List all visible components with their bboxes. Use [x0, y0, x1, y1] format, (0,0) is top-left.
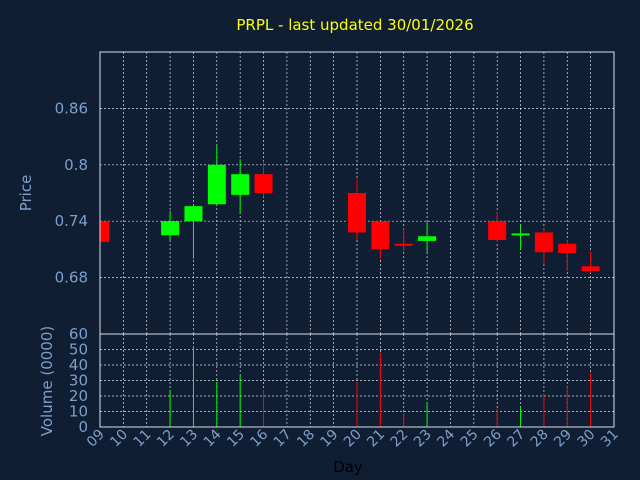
volume-y-tick-label: 10: [69, 403, 88, 421]
x-tick-label: 23: [411, 427, 435, 451]
x-tick-label: 16: [247, 426, 271, 450]
candle-body: [207, 164, 226, 205]
x-tick-label: 31: [598, 427, 622, 451]
candle-body: [371, 221, 390, 250]
x-tick-label: 27: [504, 427, 528, 451]
x-tick-label: 30: [575, 427, 599, 451]
x-axis-label: Day: [333, 458, 363, 476]
x-tick-label: 24: [434, 426, 458, 450]
candles: [99, 146, 600, 273]
x-tick-label: 22: [388, 427, 412, 451]
candle-body: [161, 221, 180, 236]
volume-bars: [169, 346, 592, 427]
candle-body: [348, 193, 366, 233]
candle-body: [254, 174, 273, 193]
x-tick-label: 13: [177, 427, 201, 451]
x-tick-label: 10: [107, 427, 131, 451]
x-tick-label: 14: [201, 426, 225, 450]
volume-y-tick-label: 0: [78, 418, 88, 436]
candle-body: [558, 243, 577, 254]
x-tick-label: 17: [271, 427, 295, 451]
price-y-tick-label: 0.74: [55, 212, 88, 230]
volume-y-tick-label: 40: [69, 356, 88, 374]
volume-y-tick-label: 50: [69, 341, 88, 359]
x-tick-label: 20: [341, 427, 365, 451]
volume-y-tick-label: 20: [69, 387, 88, 405]
x-tick-label: 15: [224, 427, 248, 451]
candle-body: [231, 174, 250, 195]
volume-y-tick-label: 60: [69, 325, 88, 343]
price-y-tick-label: 0.68: [55, 269, 88, 287]
x-tick-label: 12: [154, 427, 178, 451]
x-tick-label: 25: [458, 427, 482, 451]
candle-body: [488, 221, 507, 240]
x-tick-label: 28: [528, 427, 552, 451]
volume-panel-frame: [99, 333, 615, 428]
x-tick-label: 21: [364, 427, 388, 451]
candle-body: [184, 206, 203, 222]
candle-body: [511, 233, 530, 236]
price-axis-label: Price: [17, 175, 35, 212]
chart-title: PRPL - last updated 30/01/2026: [236, 16, 473, 34]
candle-body: [394, 243, 413, 246]
candle-body: [534, 232, 553, 253]
price-y-ticks: 0.68 0.74 0.8 0.86: [55, 99, 88, 286]
x-tick-label: 11: [131, 427, 155, 451]
x-tick-label: 19: [318, 427, 342, 451]
price-y-tick-label: 0.86: [55, 99, 88, 117]
candle-body: [418, 236, 437, 241]
candle-body: [581, 266, 600, 272]
x-tick-label: 18: [294, 427, 318, 451]
volume-axis-label: Volume (0000): [38, 326, 56, 436]
x-tick-label: 26: [481, 426, 505, 450]
candle-body: [100, 221, 109, 242]
volume-y-tick-label: 30: [69, 372, 88, 390]
price-y-tick-label: 0.8: [64, 156, 88, 174]
x-tick-label: 29: [551, 427, 575, 451]
x-axis-ticks: 09 10 11 12 13 14 15 16 17 18 19 20 21 22 23 24 25 26 27 28…: [84, 426, 622, 450]
